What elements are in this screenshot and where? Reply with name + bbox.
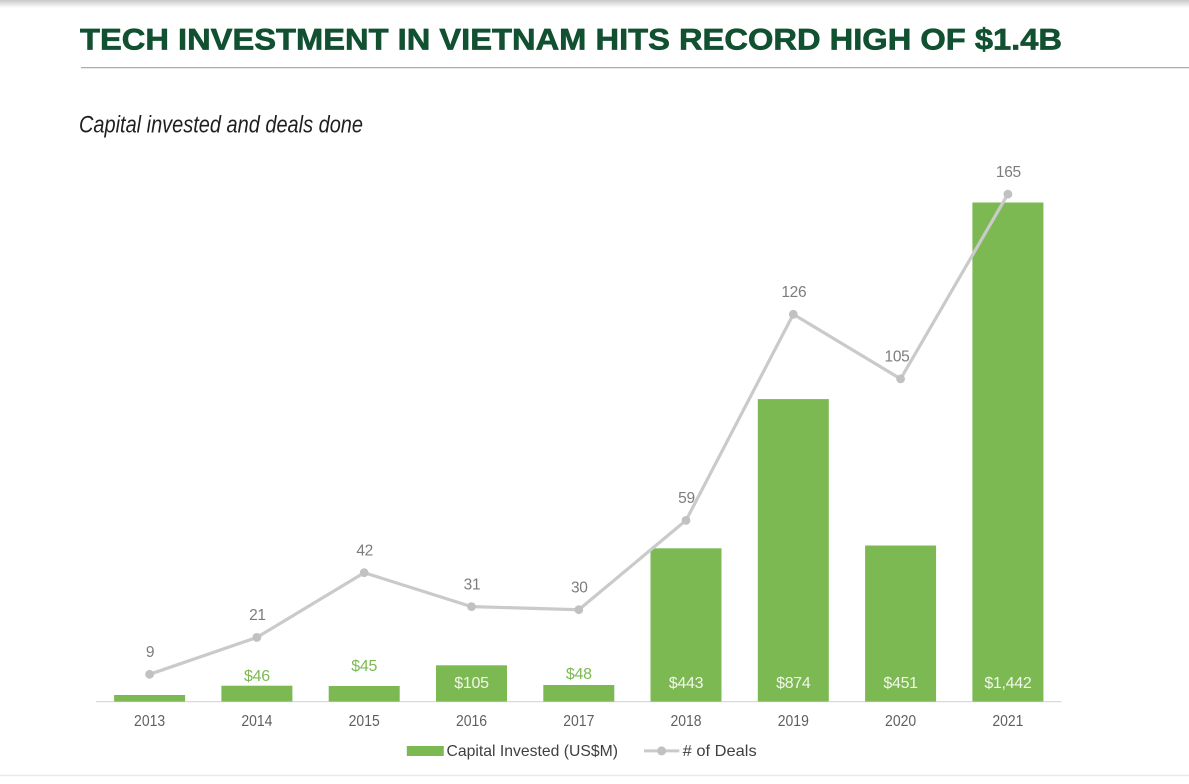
svg-text:21: 21 [249,607,266,624]
svg-text:2014: 2014 [241,713,272,730]
svg-text:# of Deals: # of Deals [683,743,757,760]
svg-text:$874: $874 [776,675,811,692]
svg-text:30: 30 [571,580,588,597]
svg-text:2013: 2013 [134,713,165,730]
svg-text:2016: 2016 [456,713,487,730]
svg-text:2020: 2020 [885,713,916,730]
svg-text:59: 59 [678,490,695,507]
svg-text:$105: $105 [454,675,489,692]
svg-text:$443: $443 [669,675,704,692]
svg-text:TECH INVESTMENT IN VIETNAM HIT: TECH INVESTMENT IN VIETNAM HITS RECORD H… [80,24,1062,57]
svg-text:$46: $46 [244,668,270,685]
svg-text:2018: 2018 [670,713,701,730]
svg-text:Capital invested and deals don: Capital invested and deals done [79,111,363,138]
svg-text:$45: $45 [351,658,377,675]
svg-text:2017: 2017 [563,713,594,730]
svg-text:105: 105 [885,349,910,366]
svg-text:165: 165 [996,164,1021,181]
svg-text:126: 126 [781,284,806,301]
svg-text:31: 31 [464,576,481,593]
svg-text:Capital Invested (US$M): Capital Invested (US$M) [447,743,619,760]
svg-text:$1,442: $1,442 [984,675,1032,692]
svg-text:9: 9 [146,644,154,661]
svg-text:2019: 2019 [778,713,809,730]
svg-text:$48: $48 [566,666,592,683]
svg-text:42: 42 [356,543,373,560]
svg-text:2015: 2015 [349,713,380,730]
svg-text:$451: $451 [883,675,918,692]
svg-text:2021: 2021 [992,713,1023,730]
